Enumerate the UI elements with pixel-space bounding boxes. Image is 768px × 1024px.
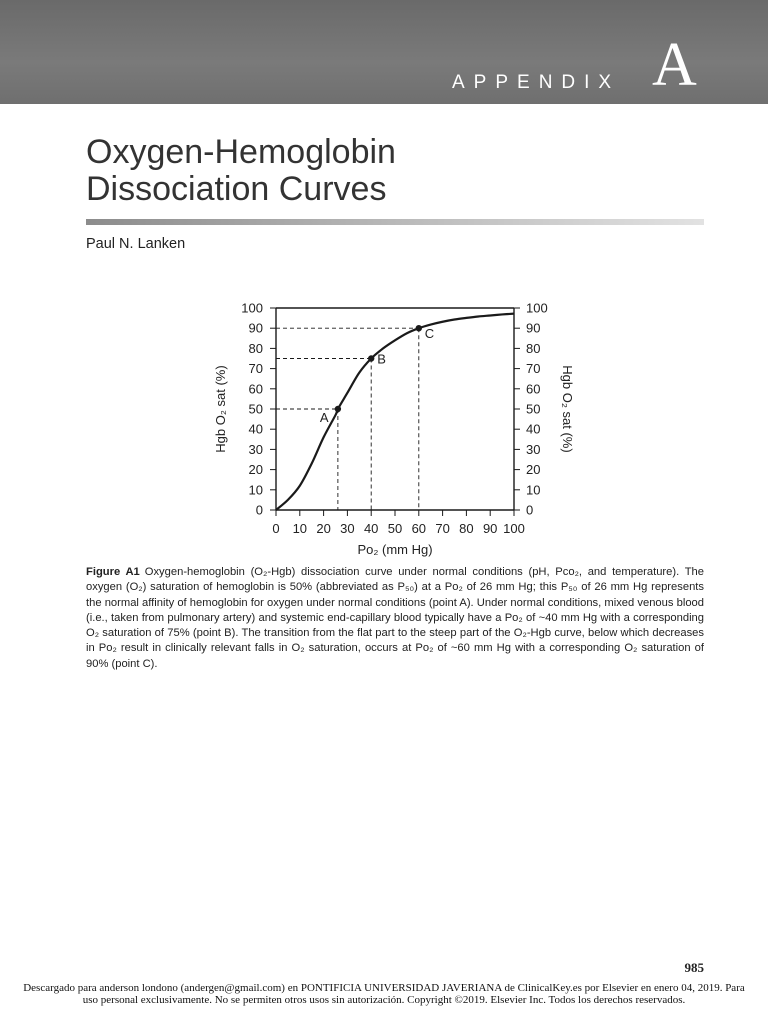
left-y-tick-label: 70 (249, 361, 263, 376)
left-y-tick-label: 80 (249, 341, 263, 356)
right-y-tick-label: 70 (526, 361, 540, 376)
right-y-tick-label: 30 (526, 442, 540, 457)
x-tick-label: 50 (388, 521, 402, 536)
x-tick-label: 20 (316, 521, 330, 536)
title-rule (86, 219, 704, 225)
x-tick-label: 10 (293, 521, 307, 536)
point-label-b: B (377, 352, 386, 367)
right-y-tick-label: 40 (526, 422, 540, 437)
x-tick-label: 40 (364, 521, 378, 536)
left-y-axis-ticks: 0 10 20 30 40 50 60 70 80 90 100 (241, 301, 276, 518)
point-label-c: C (425, 326, 434, 341)
dissociation-chart: 0 10 20 30 40 50 60 70 80 90 100 01020304050607080… (213, 301, 575, 558)
left-y-tick-label: 100 (241, 301, 263, 316)
right-y-tick-label: 60 (526, 381, 540, 396)
point-marker-c (415, 325, 422, 332)
curve-points: A B C (320, 325, 434, 425)
left-y-tick-label: 50 (249, 402, 263, 417)
appendix-label: APPENDIX (452, 72, 621, 93)
page-number: 985 (684, 960, 705, 975)
left-y-tick-label: 20 (249, 462, 263, 477)
x-tick-label: 80 (459, 521, 473, 536)
right-y-tick-label: 10 (526, 482, 540, 497)
author-name: Paul N. Lanken (86, 236, 186, 252)
right-y-tick-label: 0 (526, 503, 533, 518)
right-y-axis-label: Hgb O₂ sat (%) (560, 365, 575, 452)
point-label-a: A (320, 410, 329, 425)
point-marker-a (334, 405, 342, 413)
figure-caption: Figure A1 Oxygen-hemoglobin (O₂-Hgb) diss… (86, 565, 704, 672)
left-y-tick-label: 0 (256, 503, 263, 518)
figure-label: Figure A1 (86, 566, 140, 578)
x-axis-label: Po₂ (mm Hg) (357, 542, 432, 557)
dissociation-curve (275, 312, 515, 511)
download-notice: Descargado para anderson londono (anderg… (23, 982, 745, 1006)
caption-text: Oxygen-hemoglobin (O₂-Hgb) dissociation … (86, 566, 704, 670)
left-y-tick-label: 40 (249, 422, 263, 437)
appendix-letter: A (652, 31, 697, 99)
title-line-2: Dissociation Curves (86, 170, 387, 208)
right-y-tick-label: 80 (526, 341, 540, 356)
right-y-tick-label: 90 (526, 321, 540, 336)
x-tick-label: 60 (412, 521, 426, 536)
page-title: Oxygen-Hemoglobin Dissociation Curves (86, 134, 396, 208)
x-tick-label: 0 (272, 521, 279, 536)
point-marker-b (368, 355, 375, 362)
title-line-1: Oxygen-Hemoglobin (86, 133, 396, 171)
x-axis-ticks: 0 10 20 30 40 50 60 70 80 90 100 (272, 510, 525, 536)
x-tick-label: 90 (483, 521, 497, 536)
chapter-banner: APPENDIX A (0, 0, 768, 104)
left-y-axis-label: Hgb O₂ sat (%) (213, 365, 228, 452)
left-y-tick-label: 60 (249, 381, 263, 396)
x-tick-label: 100 (503, 521, 525, 536)
right-y-axis-ticks: 0 10 20 30 40 50 60 70 80 90 100 (514, 301, 548, 518)
x-tick-label: 30 (340, 521, 354, 536)
left-y-tick-label: 10 (249, 482, 263, 497)
right-y-tick-label: 50 (526, 402, 540, 417)
left-y-tick-label: 90 (249, 321, 263, 336)
right-y-tick-label: 100 (526, 301, 548, 316)
right-y-tick-label: 20 (526, 462, 540, 477)
left-y-tick-label: 30 (249, 442, 263, 457)
guide-lines (276, 327, 420, 510)
x-tick-label: 70 (435, 521, 449, 536)
